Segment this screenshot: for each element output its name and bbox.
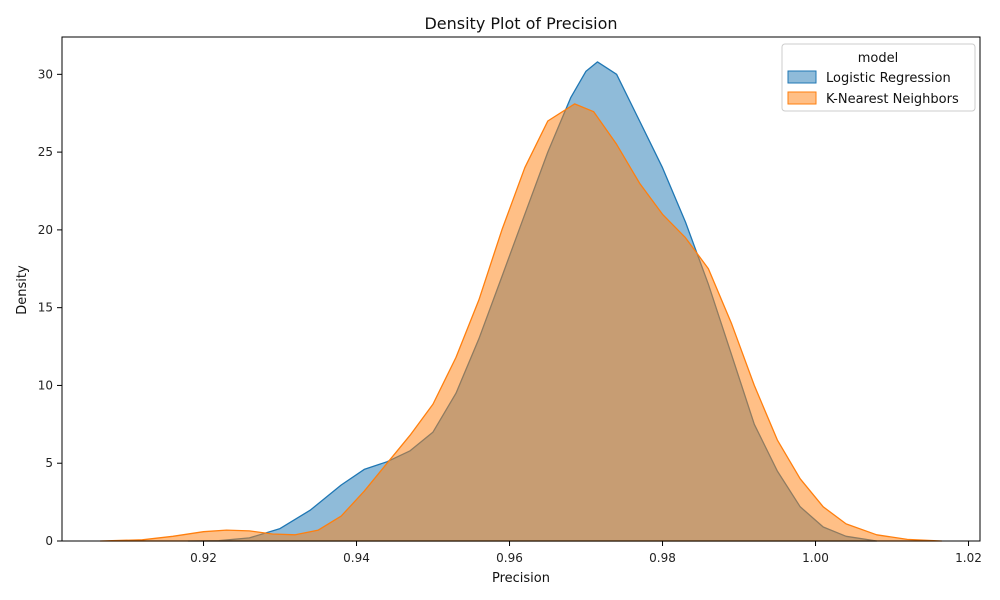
y-tick-label: 5 (45, 456, 53, 470)
plot-area (99, 61, 943, 542)
x-tick-label: 1.00 (802, 551, 829, 565)
y-axis-label: Density (15, 265, 30, 315)
x-tick-label: 0.92 (190, 551, 217, 565)
x-axis-label: Precision (492, 571, 550, 586)
legend-label-k-nearest-neighbors: K-Nearest Neighbors (826, 92, 959, 107)
y-tick-label: 25 (38, 145, 53, 159)
legend-swatch-k-nearest-neighbors (787, 91, 817, 105)
legend-frame (781, 43, 976, 112)
legend-label-logistic-regression: Logistic Regression (826, 71, 951, 86)
y-tick-label: 30 (38, 67, 53, 81)
legend-title: model (858, 51, 898, 66)
x-tick-label: 0.98 (649, 551, 676, 565)
density-area-k-nearest-neighbors (99, 103, 943, 542)
plot-frame (61, 36, 981, 542)
x-tick-label: 0.94 (343, 551, 370, 565)
legend: model Logistic Regression K-Nearest Neig… (781, 43, 976, 112)
y-tick-label: 20 (38, 223, 53, 237)
y-tick-label: 15 (38, 301, 53, 315)
chart-title: Density Plot of Precision (424, 14, 617, 33)
x-tick-label: 0.96 (496, 551, 523, 565)
y-tick-label: 0 (45, 534, 53, 548)
x-tick-label: 1.02 (955, 551, 982, 565)
legend-swatch-logistic-regression (787, 70, 817, 84)
axes: 0.92 0.94 0.96 0.98 1.00 1.02 0 5 10 15 20 25 30 (38, 36, 982, 565)
y-tick-label: 10 (38, 378, 53, 392)
